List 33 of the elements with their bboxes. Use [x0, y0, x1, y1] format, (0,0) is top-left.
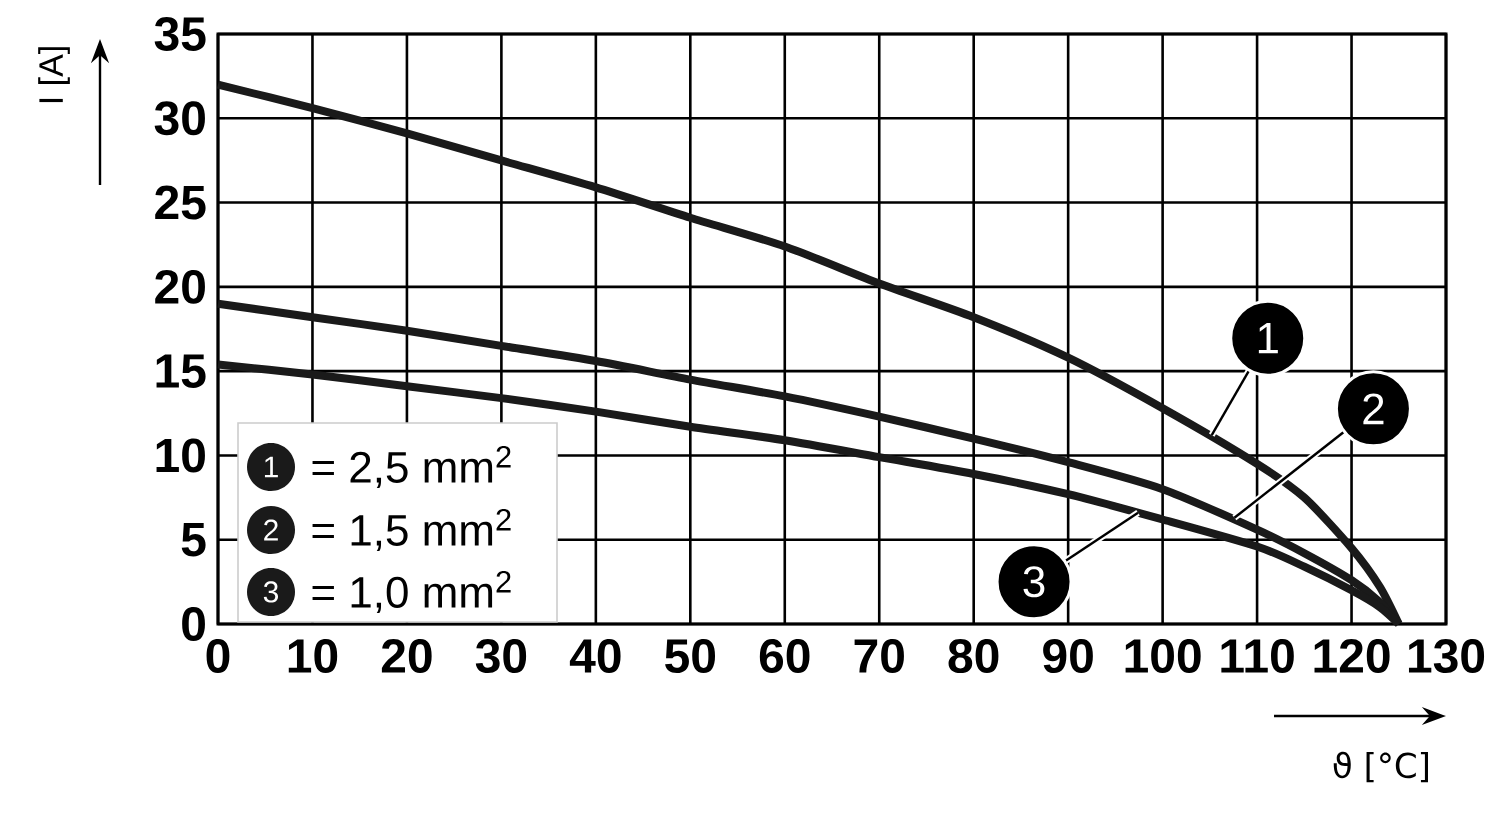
x-tick-label: 10 — [288, 639, 338, 674]
x-tick-label: 130 — [1408, 639, 1485, 674]
annotation: 3 — [1023, 566, 1045, 598]
x-tick-label: 70 — [854, 639, 904, 674]
legend-label: = 2,5 mm$^{2}$ — [312, 445, 511, 489]
legend-label: = 1,0 mm$^{2}$ — [312, 570, 511, 614]
y-axis-title: I [A] — [38, 47, 70, 103]
x-tick-label: 80 — [948, 639, 999, 674]
x-axis-title: ϑ [°C] — [1333, 751, 1428, 783]
text: 3 — [263, 581, 279, 603]
y-tick-label: 10 — [156, 438, 205, 473]
y-tick-label: 15 — [156, 354, 206, 388]
y-tick-label: 20 — [155, 269, 205, 304]
y-tick-label: 25 — [155, 185, 206, 220]
y-tick-label: 5 — [181, 522, 206, 557]
annotation: 1 — [1258, 323, 1278, 354]
x-tick-label: 60 — [759, 639, 810, 674]
x-tick-label: 110 — [1221, 639, 1294, 674]
x-tick-label: 0 — [206, 639, 230, 674]
x-tick-label: 20 — [381, 639, 432, 674]
x-tick-label: 120 — [1314, 639, 1390, 674]
y-tick-label: 35 — [154, 16, 206, 52]
x-tick-label: 30 — [475, 639, 527, 674]
x-tick-label: 50 — [665, 639, 716, 674]
text: 2 — [264, 519, 278, 541]
text: 1 — [264, 456, 278, 478]
x-tick-label: 100 — [1125, 639, 1201, 674]
y-tick-label: 0 — [182, 607, 205, 641]
x-tick-label: 40 — [569, 639, 621, 674]
x-tick-label: 90 — [1043, 639, 1093, 674]
legend-label: = 1,5 mm$^{2}$ — [312, 508, 511, 552]
annotation: 2 — [1363, 393, 1384, 425]
y-tick-label: 30 — [154, 101, 205, 136]
